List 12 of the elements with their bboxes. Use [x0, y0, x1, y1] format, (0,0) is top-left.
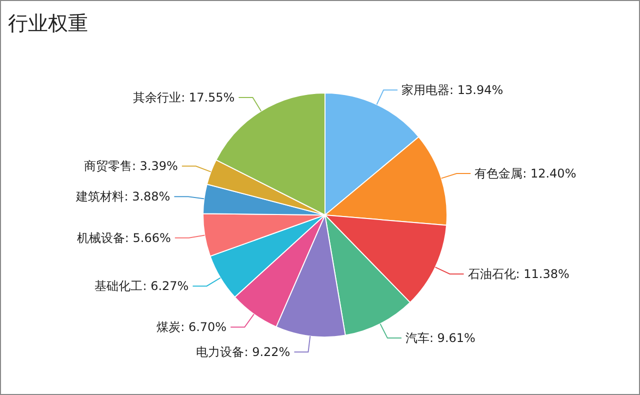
slice-label: 商贸零售: 3.39% — [84, 159, 178, 174]
slice-label: 有色金属: 12.40% — [474, 166, 576, 181]
slice-label: 基础化工: 6.27% — [94, 279, 189, 294]
slice-label: 家用电器: 13.94% — [402, 83, 504, 98]
slice-label: 其余行业: 17.55% — [133, 90, 235, 104]
slice-label: 石油石化: 11.38% — [468, 266, 570, 281]
slice-label: 电力设备: 9.22% — [196, 344, 290, 359]
chart-title: 行业权重 — [8, 11, 88, 35]
slice-label: 建筑材料: 3.88% — [75, 190, 170, 204]
slice-label: 汽车: 9.61% — [405, 331, 476, 346]
slice-label: 机械设备: 5.66% — [76, 230, 171, 245]
slice-label: 煤炭: 6.70% — [156, 320, 227, 334]
